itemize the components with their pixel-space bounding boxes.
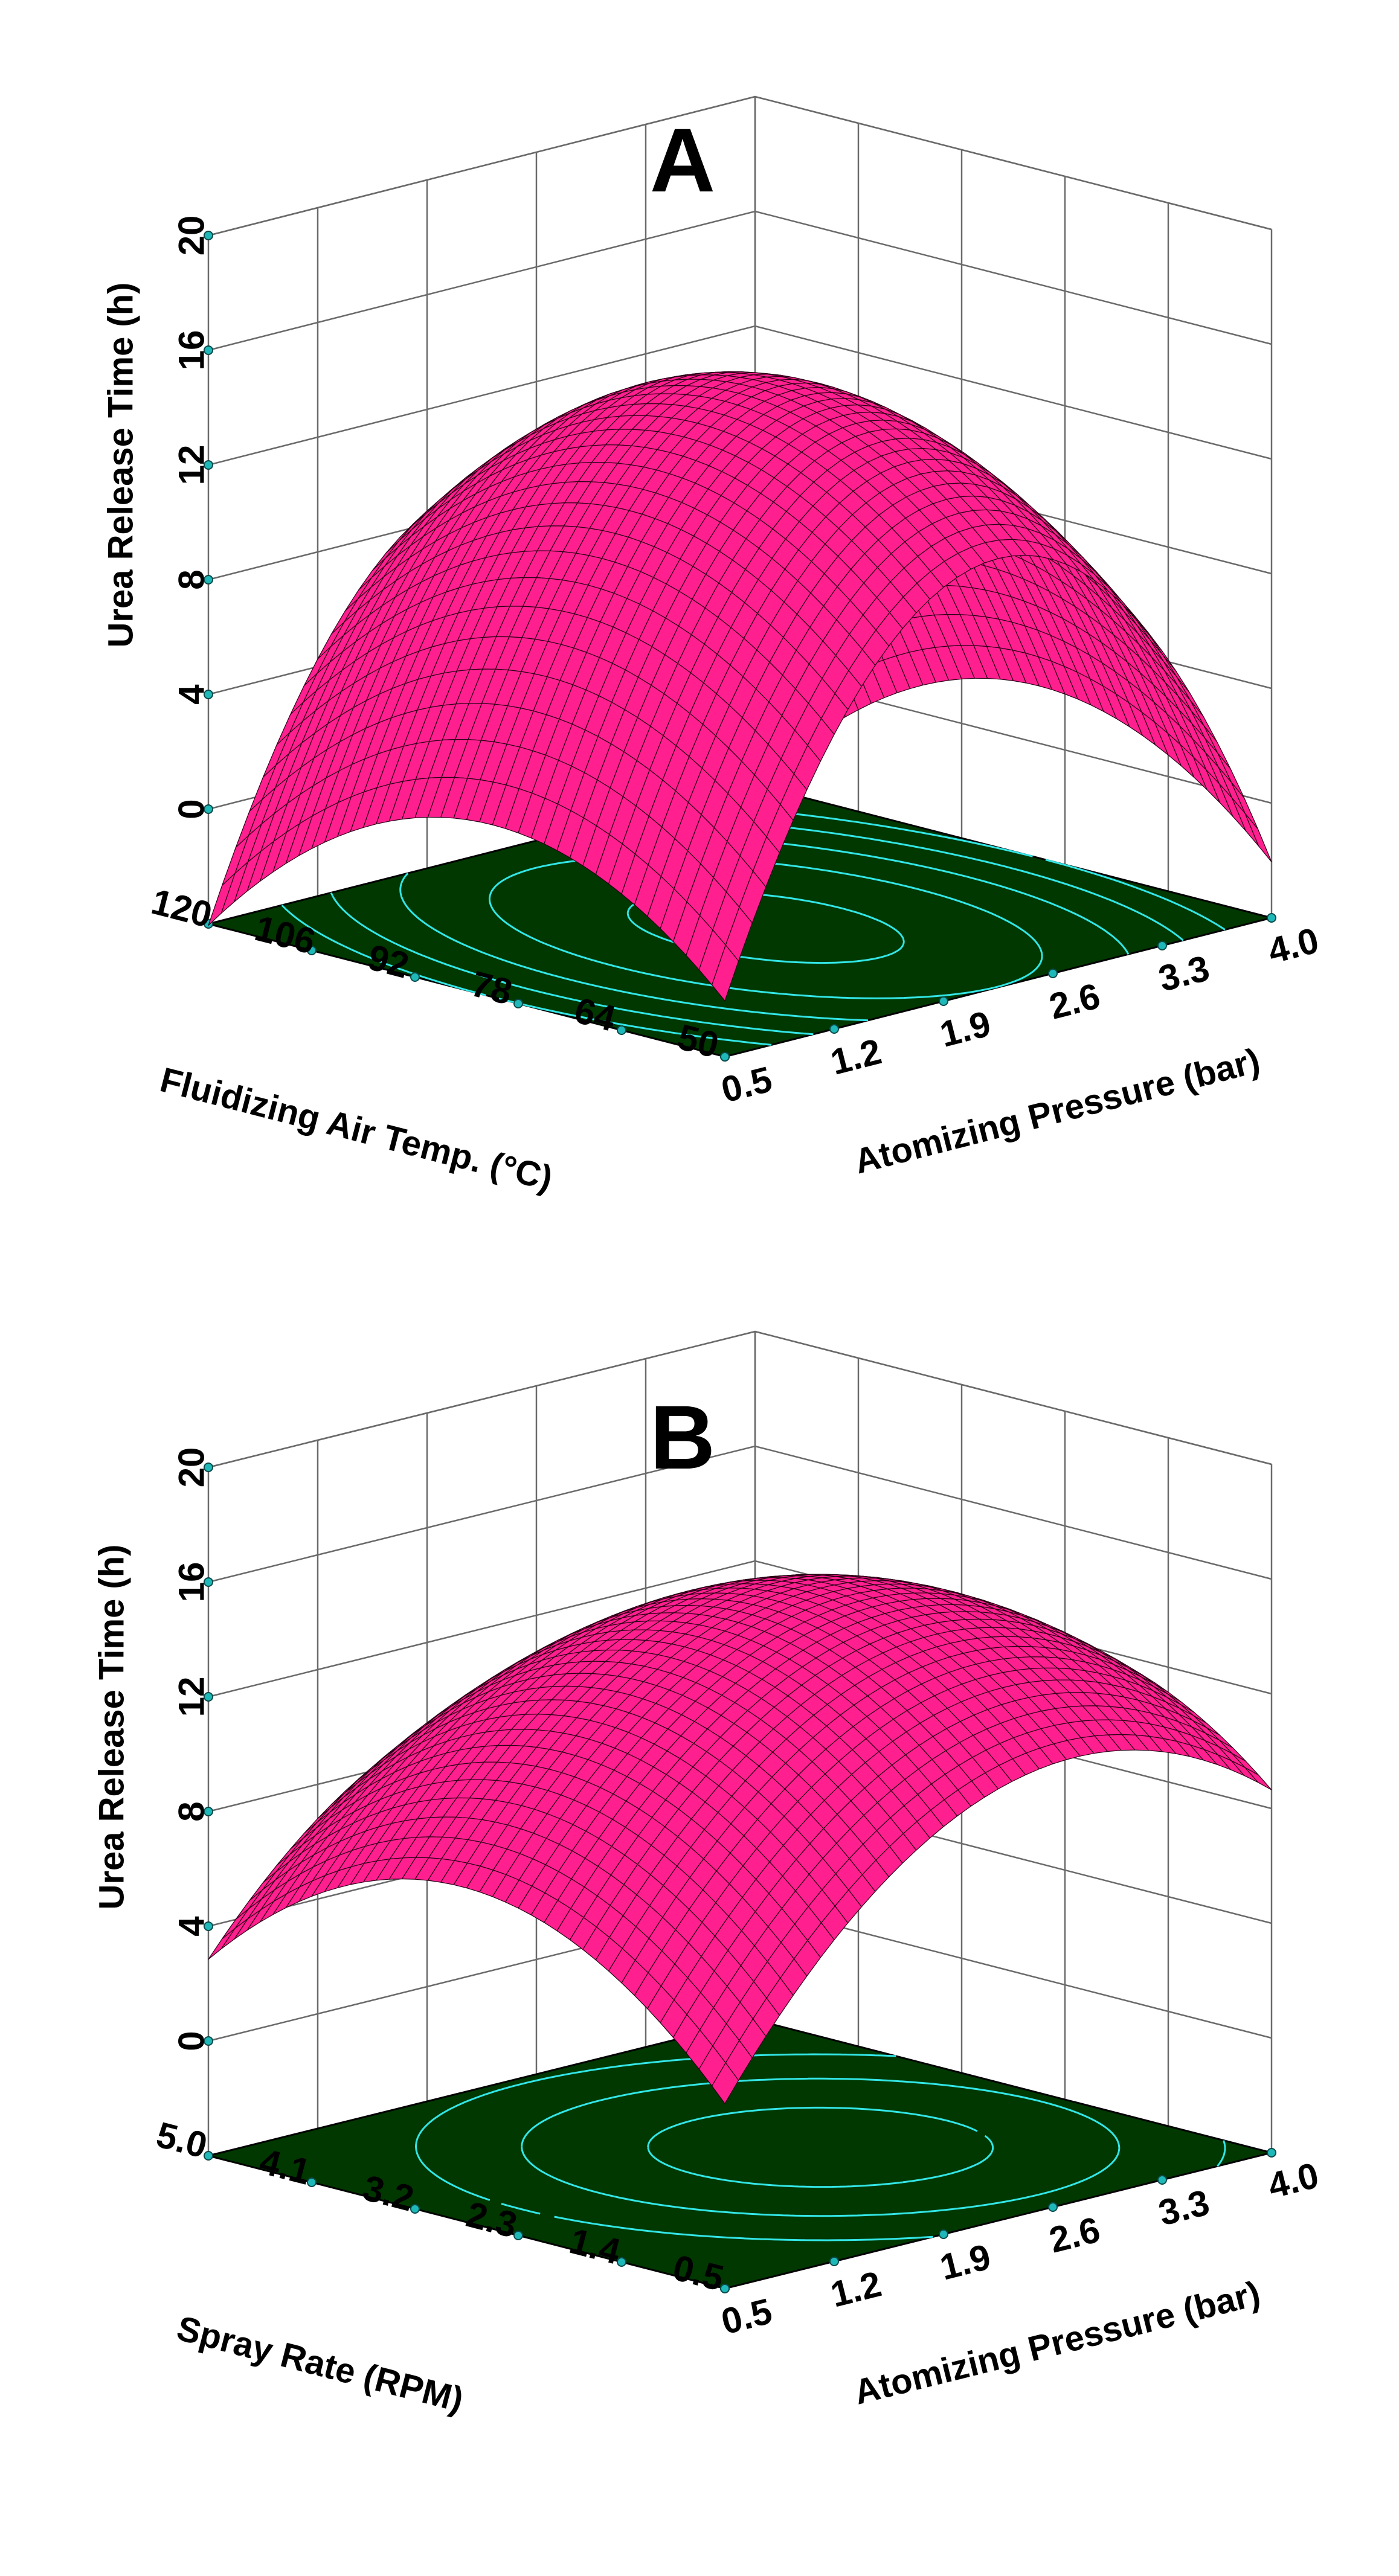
y-tick-mark: [1267, 2148, 1276, 2158]
z-axis-title: Urea Release Time (h): [101, 283, 141, 648]
contour-line: [647, 2106, 994, 2188]
x-tick-label: 50: [674, 1016, 722, 1066]
y-tick-mark: [1048, 2202, 1058, 2212]
z-tick-mark: [204, 1692, 213, 1702]
y-tick-mark: [1157, 941, 1167, 950]
z-tick-mark: [204, 804, 213, 814]
z-tick-mark: [204, 2036, 213, 2046]
z-tick-label: 16: [172, 1562, 212, 1603]
floor-contours: [415, 2053, 1226, 2241]
wall-top-edge: [208, 1330, 1272, 1469]
panel-label: B: [650, 1386, 715, 1488]
x-tick-mark: [617, 1025, 626, 1035]
x-tick-mark: [410, 972, 420, 982]
z-tick-label: 16: [172, 330, 212, 371]
horizontal-gridline: [208, 325, 1272, 466]
y-tick-mark: [720, 2284, 730, 2293]
y-tick-mark: [939, 996, 948, 1006]
z-tick-mark: [204, 575, 213, 585]
z-tick-mark: [204, 1463, 213, 1472]
y-tick-mark: [720, 1052, 730, 1062]
horizontal-gridline: [208, 1445, 1272, 1583]
contour-line: [415, 2053, 1226, 2241]
z-tick-mark: [204, 690, 213, 699]
y-tick-mark: [1048, 969, 1058, 978]
y-tick-mark: [939, 2229, 948, 2239]
x-tick-mark: [410, 2204, 420, 2214]
panel-label: A: [650, 109, 715, 211]
y-tick-mark: [1157, 2175, 1167, 2185]
wall-top-edge: [208, 95, 1272, 237]
z-tick-label: 12: [172, 1677, 212, 1717]
response-surface: [208, 1574, 1272, 2104]
z-tick-mark: [204, 1577, 213, 1587]
z-tick-label: 20: [172, 1447, 212, 1488]
contour-line: [521, 2077, 1121, 2217]
z-tick-label: 8: [172, 569, 212, 589]
z-tick-mark: [204, 345, 213, 355]
y-tick-mark: [829, 2257, 839, 2266]
surface-cell: [711, 944, 739, 1002]
z-tick-label: 0: [172, 799, 212, 819]
y-tick-mark: [1267, 913, 1276, 923]
z-tick-label: 4: [172, 1916, 212, 1937]
surface-cell: [711, 2062, 739, 2104]
z-tick-mark: [204, 460, 213, 470]
x-tick-mark: [307, 946, 317, 955]
x-tick-mark: [513, 2231, 523, 2240]
z-axis-title: Urea Release Time (h): [92, 1545, 132, 1910]
z-tick-label: 12: [172, 445, 212, 485]
horizontal-gridline: [208, 210, 1272, 351]
z-tick-mark: [204, 1921, 213, 1931]
z-tick-label: 20: [172, 216, 212, 256]
x-tick-mark: [307, 2177, 317, 2187]
response-surface: [208, 371, 1272, 1002]
x-tick-label: 92: [364, 937, 413, 986]
z-tick-mark: [204, 231, 213, 240]
z-axis: 0 4 8 12 16 20 Urea Release Time (h): [101, 216, 213, 819]
z-axis: 0 4 8 12 16 20 Urea Release Time (h): [92, 1447, 213, 2051]
x-tick-label: 78: [467, 963, 516, 1013]
horizontal-gridline: [208, 1560, 1272, 1698]
y-tick-mark: [829, 1024, 839, 1034]
z-tick-label: 0: [172, 2031, 212, 2051]
x-tick-mark: [204, 2151, 213, 2161]
x-tick-mark: [617, 2257, 626, 2267]
x-tick-mark: [513, 999, 523, 1008]
z-tick-label: 8: [172, 1801, 212, 1821]
z-tick-mark: [204, 1807, 213, 1816]
z-tick-label: 4: [172, 684, 212, 705]
